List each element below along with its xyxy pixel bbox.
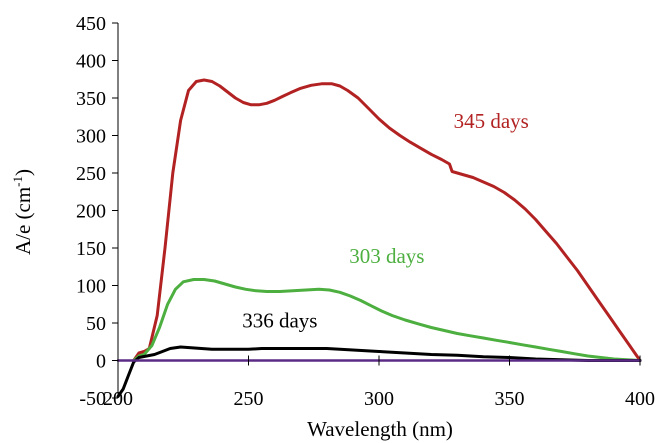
plot-area [116,78,642,398]
y-tick-label: 350 [76,88,106,110]
series-labels: 345 days 303 days 336 days [242,109,529,333]
y-tick-label: 250 [76,163,106,185]
y-axis-title-close: ) [11,169,35,176]
y-tick-label: 200 [76,201,106,223]
y-tick-label: -50 [79,388,106,410]
tick-labels: -50 0 50 100 150 200 250 300 350 400 450 200 250 300 3… [76,13,655,410]
series-label-345-days: 345 days [454,109,529,133]
y-tick-label: 300 [76,126,106,148]
x-axis-title: Wavelength (nm) [307,417,453,441]
x-tick-label: 300 [364,388,394,410]
series-label-303-days: 303 days [349,244,424,268]
series-line-336-days [116,345,642,398]
y-tick-label: 100 [76,276,106,298]
x-tick-label: 200 [103,388,133,410]
x-tick-label: 250 [234,388,264,410]
y-axis-title-main: A/e (cm [11,187,35,255]
x-tick-label: 350 [495,388,525,410]
y-axis-title-superscript: -1 [10,176,25,187]
y-tick-label: 50 [86,313,106,335]
y-tick-label: 150 [76,238,106,260]
series-line-345-days [132,78,642,362]
axes [112,22,641,399]
x-tick-label: 400 [625,388,655,410]
series-label-336-days: 336 days [242,309,317,333]
y-tick-label: 400 [76,51,106,73]
y-tick-label: 450 [76,13,106,35]
y-axis-title: A/e (cm-1) [10,169,35,255]
series-line-303-days [132,278,642,362]
y-tick-label: 0 [96,351,106,373]
